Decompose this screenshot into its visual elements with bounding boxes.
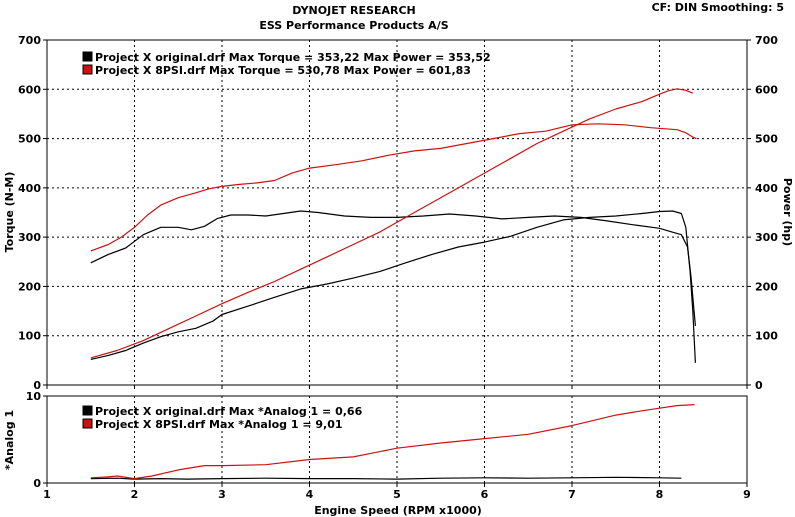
legend-entry: Project X 8PSI.drf Max Torque = 530,78 M… bbox=[95, 64, 471, 77]
x-tick-label: 6 bbox=[481, 488, 489, 501]
y-tick-label: 700 bbox=[18, 34, 41, 47]
y-tick-label: 200 bbox=[18, 280, 41, 293]
x-tick-label: 8 bbox=[656, 488, 664, 501]
legend-entry: Project X original.drf Max Torque = 353,… bbox=[95, 51, 491, 64]
x-tick-label: 2 bbox=[131, 488, 139, 501]
y-tick-label-right: 500 bbox=[755, 133, 778, 146]
y-tick-label-right: 200 bbox=[755, 280, 778, 293]
plot-frame bbox=[46, 39, 748, 386]
x-axis-label: Engine Speed (RPM x1000) bbox=[314, 504, 482, 517]
chart-title: DYNOJET RESEARCH bbox=[292, 4, 415, 17]
correction-settings: CF: DIN Smoothing: 5 bbox=[652, 1, 784, 14]
series-line bbox=[90, 476, 682, 480]
series-line bbox=[90, 210, 696, 326]
x-tick-label: 4 bbox=[306, 488, 314, 501]
y-tick-label-right: 600 bbox=[755, 83, 778, 96]
y-tick-label-right: 0 bbox=[755, 379, 763, 392]
legend-swatch bbox=[82, 64, 93, 75]
x-tick-label: 7 bbox=[568, 488, 576, 501]
legend-swatch bbox=[82, 418, 93, 429]
series-line bbox=[90, 123, 697, 252]
legend-swatch bbox=[82, 51, 93, 62]
series-line bbox=[90, 88, 694, 359]
y-tick-label: 600 bbox=[18, 83, 41, 96]
legend-entry: Project X 8PSI.drf Max *Analog 1 = 9,01 bbox=[95, 418, 343, 431]
y-axis-label-analog: *Analog 1 bbox=[3, 410, 16, 470]
y-tick-label-right: 300 bbox=[755, 231, 778, 244]
legend-entry: Project X original.drf Max *Analog 1 = 0… bbox=[95, 405, 363, 418]
y-tick-label-right: 400 bbox=[755, 182, 778, 195]
analog-plot: 0 10 Project X original.drf Max *Analog 1 … bbox=[26, 390, 751, 501]
series-line bbox=[90, 404, 695, 480]
chart-subtitle: ESS Performance Products A/S bbox=[259, 19, 448, 32]
y-axis-label-torque: Torque (N-M) bbox=[3, 172, 16, 253]
y-axis-label-power: Power (hp) bbox=[781, 178, 794, 246]
y-tick-label-right: 100 bbox=[755, 330, 778, 343]
y-tick-label-right: 700 bbox=[755, 34, 778, 47]
plot-frame bbox=[46, 395, 748, 484]
y-tick-label: 400 bbox=[18, 182, 41, 195]
y-tick-label: 500 bbox=[18, 133, 41, 146]
y-tick-label: 300 bbox=[18, 231, 41, 244]
y-tick-label: 0 bbox=[33, 477, 41, 490]
y-tick-label: 0 bbox=[33, 379, 41, 392]
x-tick-label: 5 bbox=[393, 488, 401, 501]
x-tick-label: 3 bbox=[218, 488, 226, 501]
series-line bbox=[90, 210, 696, 363]
torque-power-plot: 0 0 100 100 200 200 300 300 400 400 500 500 600 600 70… bbox=[18, 34, 778, 392]
x-tick-label: 9 bbox=[743, 488, 751, 501]
y-tick-label: 10 bbox=[26, 390, 42, 403]
y-tick-label: 100 bbox=[18, 330, 41, 343]
legend-swatch bbox=[82, 405, 93, 416]
x-tick-label: 1 bbox=[43, 488, 51, 501]
